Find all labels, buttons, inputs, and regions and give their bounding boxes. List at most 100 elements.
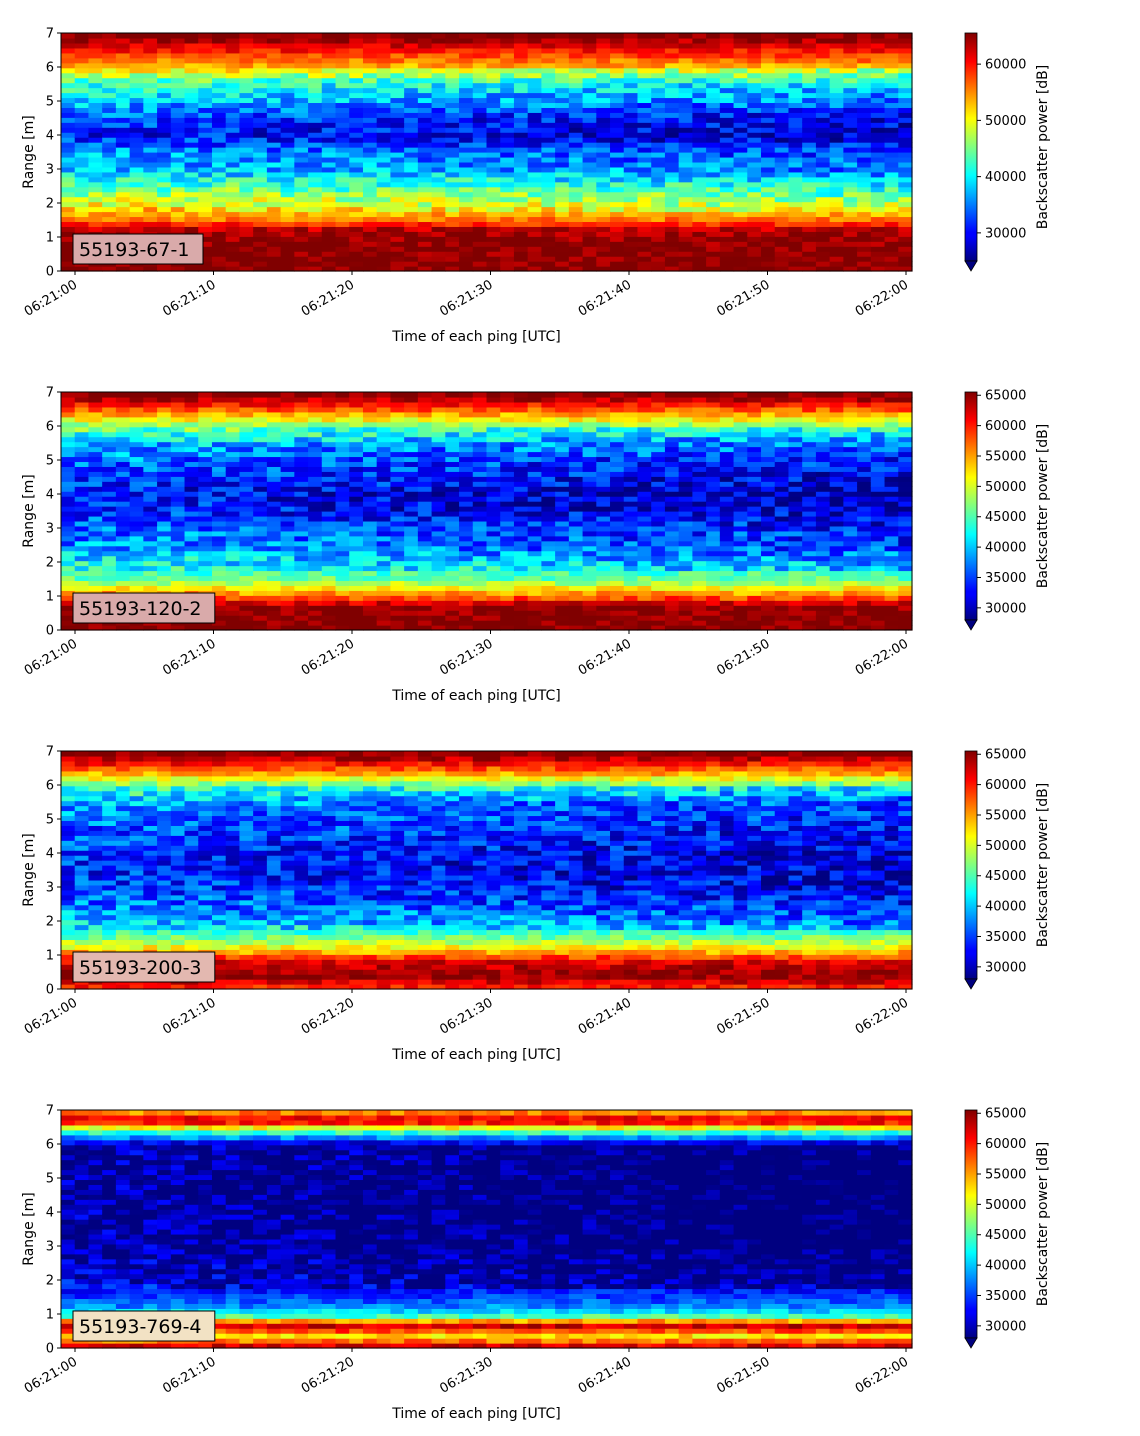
heatmap-cell: [102, 396, 117, 403]
heatmap-cell: [225, 595, 241, 601]
heatmap-cell: [253, 446, 268, 453]
heatmap-cell: [459, 436, 474, 443]
heatmap-cell: [115, 625, 131, 631]
heatmap-cell: [719, 92, 735, 99]
heatmap-cell: [417, 147, 433, 153]
heatmap-cell: [541, 506, 556, 512]
heatmap-cell: [253, 42, 268, 49]
heatmap-cell: [596, 137, 611, 143]
heatmap-cell: [706, 147, 721, 153]
heatmap-cell: [596, 92, 611, 99]
heatmap-cell: [157, 186, 172, 193]
heatmap-cell: [829, 171, 844, 178]
heatmap-cell: [898, 87, 913, 94]
heatmap-cell: [870, 82, 886, 89]
heatmap-cell: [719, 201, 735, 208]
heatmap-cell: [61, 530, 76, 537]
heatmap-cell: [459, 171, 474, 178]
heatmap-cell: [459, 112, 474, 118]
heatmap-cell: [596, 451, 611, 458]
heatmap-cell: [610, 122, 625, 128]
heatmap-cell: [610, 156, 625, 163]
heatmap-cell: [321, 501, 337, 507]
heatmap-cell: [568, 411, 584, 418]
heatmap-cell: [198, 181, 213, 188]
heatmap-cell: [157, 47, 172, 54]
heatmap-cell: [129, 181, 144, 188]
heatmap-cell: [513, 122, 529, 128]
heatmap-cell: [390, 456, 405, 463]
heatmap-cell: [390, 117, 405, 123]
heatmap-cell: [184, 42, 199, 49]
heatmap-cell: [143, 411, 158, 418]
heatmap-cell: [513, 52, 529, 59]
heatmap-cell: [143, 585, 158, 591]
heatmap-cell: [706, 107, 721, 113]
heatmap-cell: [280, 87, 295, 94]
heatmap-cell: [225, 72, 241, 79]
heatmap-cell: [294, 231, 309, 237]
heatmap-cell: [253, 520, 268, 527]
heatmap-cell: [472, 147, 488, 153]
heatmap-cell: [582, 152, 597, 158]
heatmap-cell: [198, 406, 213, 413]
heatmap-cell: [527, 216, 543, 223]
heatmap-cell: [472, 406, 488, 413]
heatmap-cell: [664, 107, 680, 113]
heatmap-cell: [582, 57, 597, 64]
heatmap-cell: [404, 520, 419, 527]
heatmap-cell: [582, 82, 597, 89]
heatmap-cell: [266, 570, 282, 577]
heatmap-cell: [349, 585, 364, 591]
heatmap-cell: [170, 266, 186, 272]
heatmap-cell: [88, 156, 103, 163]
heatmap-cell: [376, 67, 392, 74]
heatmap-cell: [651, 226, 666, 232]
heatmap-cell: [308, 496, 323, 502]
heatmap-cell: [747, 57, 762, 64]
heatmap-cell: [211, 112, 227, 118]
heatmap-cell: [637, 127, 652, 133]
heatmap-cell: [280, 37, 295, 44]
heatmap-cell: [431, 451, 446, 458]
heatmap-cell: [623, 231, 639, 237]
heatmap-cell: [843, 186, 858, 193]
heatmap-cell: [266, 102, 282, 108]
heatmap-cell: [445, 62, 460, 69]
heatmap-cell: [335, 525, 350, 532]
heatmap-cell: [335, 87, 350, 94]
heatmap-cell: [239, 72, 254, 79]
heatmap-cell: [335, 251, 350, 257]
heatmap-cell: [637, 251, 652, 257]
heatmap-cell: [61, 555, 76, 562]
heatmap-cell: [390, 166, 405, 173]
heatmap-cell: [459, 226, 474, 232]
heatmap-cell: [184, 411, 199, 418]
heatmap-cell: [898, 266, 913, 272]
heatmap-cell: [884, 152, 899, 158]
heatmap-cell: [404, 535, 419, 542]
heatmap-cell: [211, 530, 227, 537]
heatmap-cell: [308, 206, 323, 213]
heatmap-cell: [472, 82, 488, 89]
heatmap-cell: [637, 33, 652, 39]
heatmap-cell: [898, 221, 913, 227]
heatmap-cell: [239, 486, 254, 492]
heatmap-cell: [376, 575, 392, 582]
heatmap-cell: [335, 216, 350, 223]
heatmap-cell: [390, 181, 405, 188]
heatmap-cell: [596, 600, 611, 606]
heatmap-cell: [527, 82, 543, 89]
heatmap-cell: [74, 142, 90, 148]
heatmap-cell: [568, 520, 584, 527]
heatmap-cell: [143, 421, 158, 428]
heatmap-cell: [610, 515, 625, 522]
heatmap-cell: [239, 406, 254, 413]
heatmap-cell: [445, 461, 460, 467]
heatmap-cell: [211, 610, 227, 616]
heatmap-cell: [596, 181, 611, 188]
heatmap-cell: [280, 590, 295, 596]
heatmap-cell: [637, 102, 652, 108]
heatmap-cell: [129, 266, 144, 272]
heatmap-cell: [253, 92, 268, 99]
